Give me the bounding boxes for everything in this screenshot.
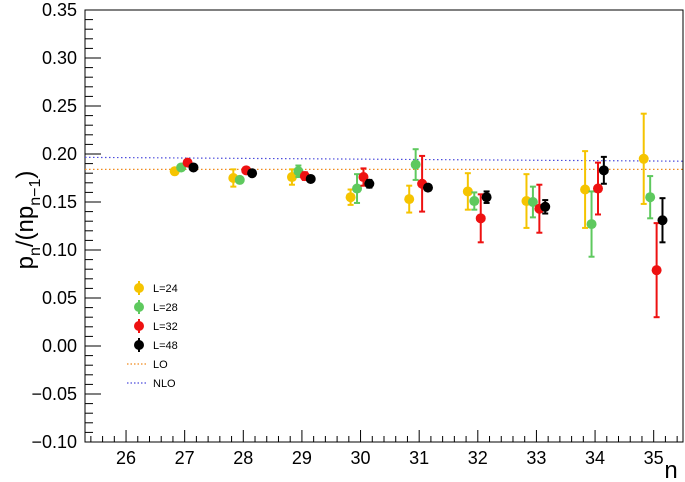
legend-label: L=48 bbox=[153, 340, 178, 352]
legend-item-lo: LO bbox=[127, 359, 168, 371]
y-tick-label: 0.30 bbox=[42, 48, 77, 68]
data-point bbox=[580, 184, 591, 195]
data-point bbox=[645, 192, 656, 203]
y-tick-label: 0.05 bbox=[42, 288, 77, 308]
legend-item-nlo: NLO bbox=[127, 378, 176, 390]
legend-item-l-24: L=24 bbox=[134, 281, 178, 295]
x-tick-label: 33 bbox=[526, 448, 546, 468]
x-tick-label: 35 bbox=[644, 448, 664, 468]
data-series bbox=[169, 112, 668, 319]
data-point bbox=[364, 178, 375, 189]
legend-label: L=28 bbox=[153, 302, 178, 314]
y-tick-label: −0.10 bbox=[31, 432, 77, 452]
data-point bbox=[592, 183, 603, 194]
data-point bbox=[422, 182, 433, 193]
y-tick-label: 0.20 bbox=[42, 144, 77, 164]
legend-marker bbox=[134, 340, 144, 350]
y-tick-label: −0.05 bbox=[31, 384, 77, 404]
data-point bbox=[286, 172, 297, 183]
legend-label: NLO bbox=[153, 378, 176, 390]
legend-marker bbox=[134, 321, 144, 331]
legend-item-l-28: L=28 bbox=[134, 300, 178, 314]
y-axis-title-mid-sub: n−1 bbox=[27, 179, 44, 206]
legend-marker bbox=[134, 283, 144, 293]
y-axis: −0.10 −0.05 0.00 0.05 0.10 0.15 0.20 0.25 0.30 0.… bbox=[31, 0, 101, 452]
data-point bbox=[638, 153, 649, 164]
data-point bbox=[410, 159, 421, 170]
y-tick-label: 0.10 bbox=[42, 240, 77, 260]
data-point bbox=[469, 196, 480, 207]
x-axis: 26 27 28 29 30 31 32 33 34 35 bbox=[90, 430, 678, 468]
data-point bbox=[651, 265, 662, 276]
x-tick-label: 30 bbox=[351, 448, 371, 468]
data-point bbox=[404, 194, 415, 205]
reference-line-nlo bbox=[84, 156, 684, 162]
series-l-32 bbox=[182, 154, 662, 319]
y-axis-title-close: ) bbox=[12, 171, 39, 179]
legend-item-l-32: L=32 bbox=[134, 319, 178, 333]
data-point bbox=[586, 219, 597, 230]
legend-label: LO bbox=[153, 359, 168, 371]
data-point bbox=[234, 174, 245, 185]
data-point bbox=[247, 168, 258, 179]
y-axis-title-mid: /(np bbox=[12, 206, 39, 247]
data-point bbox=[475, 213, 486, 224]
data-point bbox=[358, 172, 369, 183]
legend-label: L=32 bbox=[153, 321, 178, 333]
series-l-28 bbox=[176, 148, 656, 258]
data-point bbox=[598, 165, 609, 176]
y-tick-label: 0.35 bbox=[42, 0, 77, 20]
data-point bbox=[481, 192, 492, 203]
data-point bbox=[657, 215, 668, 226]
x-tick-label: 31 bbox=[409, 448, 429, 468]
series-l-24 bbox=[169, 112, 649, 229]
y-axis-title-p-sub: n bbox=[27, 247, 44, 256]
data-point bbox=[540, 201, 551, 212]
data-point bbox=[188, 162, 199, 173]
data-point bbox=[462, 186, 473, 197]
data-point bbox=[305, 173, 316, 184]
y-tick-label: 0.15 bbox=[42, 192, 77, 212]
legend-label: L=24 bbox=[153, 283, 178, 295]
x-tick-label: 34 bbox=[585, 448, 605, 468]
x-axis-title: n bbox=[664, 457, 677, 482]
x-tick-label: 28 bbox=[233, 448, 253, 468]
x-tick-label: 32 bbox=[468, 448, 488, 468]
x-tick-label: 27 bbox=[175, 448, 195, 468]
series-l-48 bbox=[188, 155, 668, 244]
legend-marker bbox=[134, 302, 144, 312]
y-axis-title: pn/(npn−1) bbox=[12, 171, 44, 270]
data-point bbox=[352, 183, 363, 194]
x-tick-label: 29 bbox=[292, 448, 312, 468]
x-tick-label: 26 bbox=[116, 448, 136, 468]
legend-item-l-48: L=48 bbox=[134, 338, 178, 352]
data-point bbox=[345, 192, 356, 203]
y-tick-label: 0.25 bbox=[42, 96, 77, 116]
y-tick-label: 0.00 bbox=[42, 336, 77, 356]
data-point bbox=[527, 197, 538, 207]
y-axis-title-p: p bbox=[12, 256, 39, 269]
legend: L=24 L=28 L=32 L=48 LO NLO bbox=[127, 281, 178, 390]
